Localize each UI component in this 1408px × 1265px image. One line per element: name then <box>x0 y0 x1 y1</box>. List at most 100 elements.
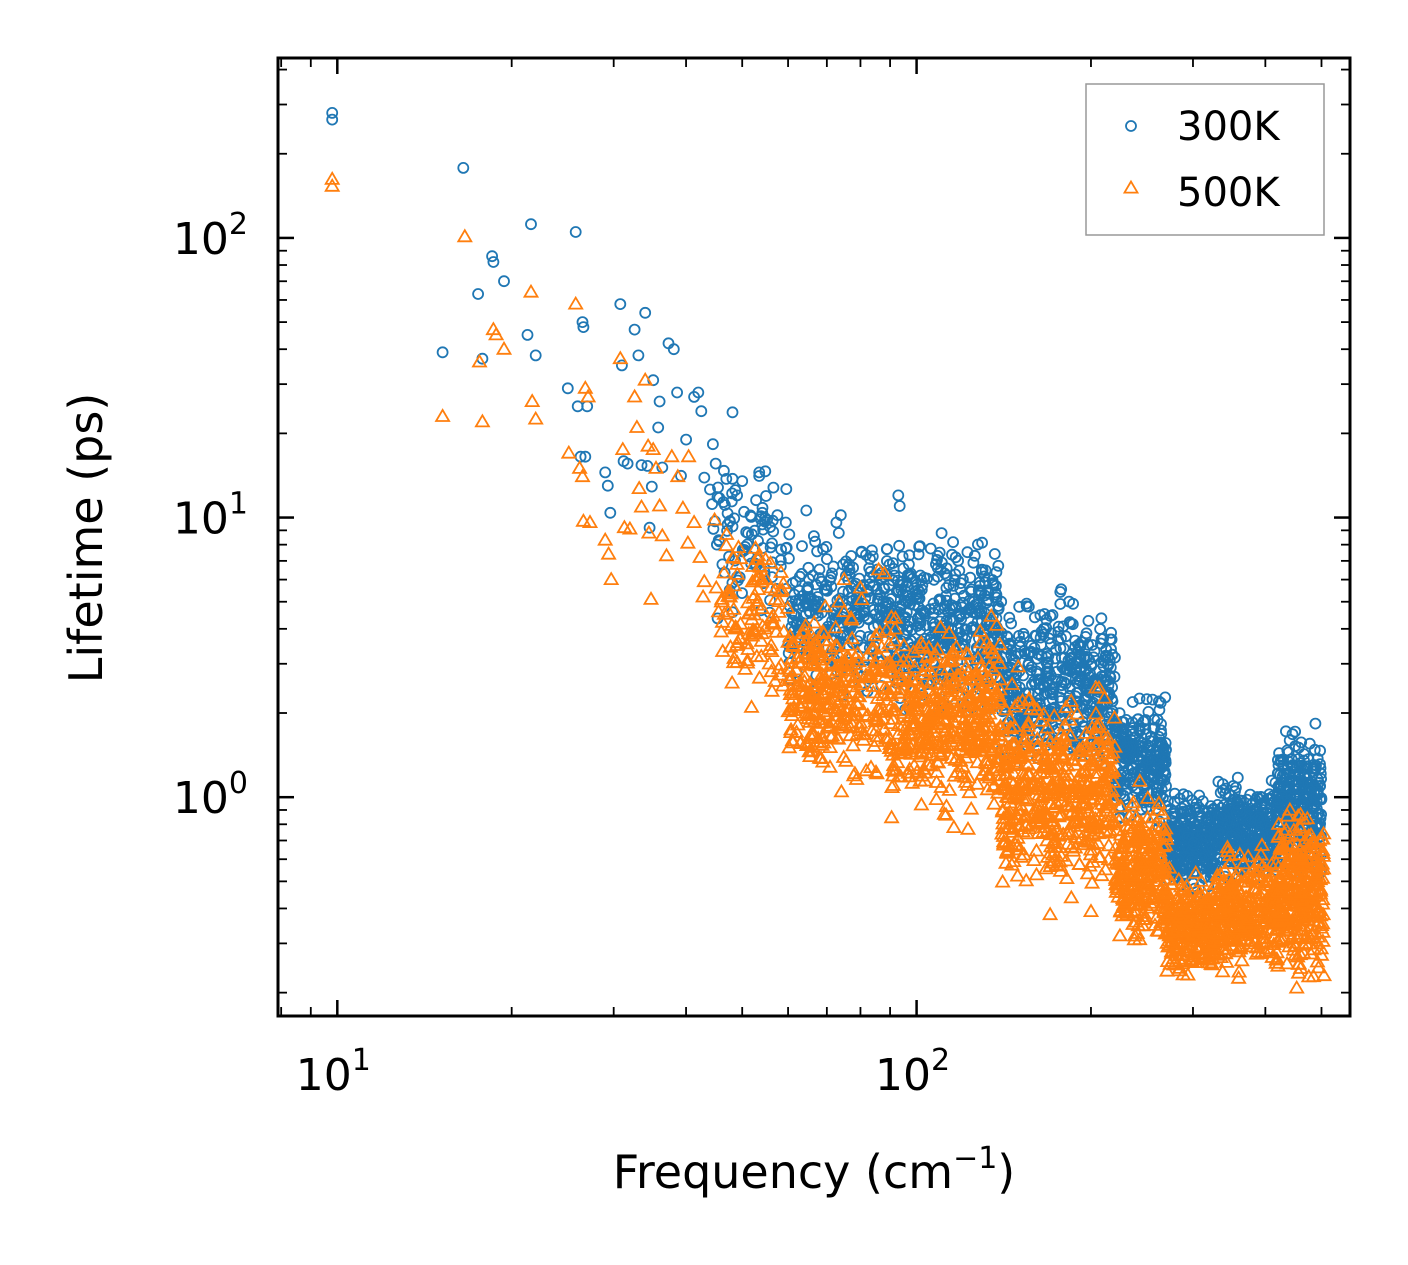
data-point <box>945 713 962 728</box>
data-point <box>1012 806 1029 821</box>
data-point <box>882 736 899 750</box>
data-point <box>1142 753 1154 766</box>
data-point <box>895 681 912 696</box>
data-point <box>761 655 778 670</box>
series-500k <box>324 171 1333 994</box>
data-point <box>1100 837 1117 852</box>
data-point <box>1112 798 1129 813</box>
data-point <box>1235 873 1252 888</box>
data-point <box>808 530 820 542</box>
data-point <box>1215 811 1228 824</box>
data-point <box>635 459 648 472</box>
data-point <box>818 583 831 596</box>
series-300k <box>326 107 1328 902</box>
data-point <box>1304 784 1317 797</box>
data-point <box>1231 963 1248 978</box>
data-point <box>968 670 985 685</box>
data-point <box>1200 812 1213 825</box>
data-point <box>718 464 730 477</box>
data-point <box>985 778 1002 793</box>
data-point <box>628 323 641 336</box>
data-point <box>817 543 829 556</box>
data-point <box>907 684 924 699</box>
data-point <box>868 663 886 678</box>
data-point <box>1200 830 1212 843</box>
data-point <box>1131 713 1144 726</box>
data-point <box>1052 742 1069 757</box>
data-point <box>1120 904 1137 919</box>
data-point <box>1030 777 1047 792</box>
data-point <box>934 564 947 576</box>
data-point <box>1028 842 1045 857</box>
data-point <box>616 359 628 372</box>
data-point <box>985 661 1002 676</box>
data-point <box>1055 749 1072 764</box>
data-point <box>1157 871 1174 886</box>
data-point <box>1029 730 1046 745</box>
data-point <box>822 728 839 743</box>
data-point <box>881 555 893 567</box>
data-point <box>928 774 945 788</box>
data-point <box>1231 803 1244 815</box>
data-point <box>974 607 986 620</box>
data-point <box>1182 936 1200 951</box>
data-point <box>1100 762 1117 777</box>
data-point <box>1133 720 1146 732</box>
data-point <box>1021 690 1038 705</box>
data-point <box>995 634 1008 646</box>
data-point <box>707 438 719 451</box>
data-point <box>813 666 831 680</box>
data-point <box>745 511 758 523</box>
data-point <box>599 466 612 479</box>
data-point <box>1142 706 1155 718</box>
data-point <box>1173 882 1190 896</box>
data-point <box>919 619 932 632</box>
data-point <box>1090 835 1107 849</box>
data-point <box>576 316 589 329</box>
data-point <box>1244 788 1257 801</box>
data-point <box>887 557 899 569</box>
data-point <box>843 630 861 645</box>
data-point <box>1038 806 1056 821</box>
data-point <box>883 743 900 757</box>
data-point <box>1155 762 1167 774</box>
data-point <box>680 433 692 446</box>
data-point <box>813 563 826 576</box>
data-point <box>835 749 852 763</box>
data-point <box>953 685 970 700</box>
data-point <box>1285 941 1302 956</box>
data-point <box>942 680 960 694</box>
data-point <box>928 791 945 805</box>
data-point <box>1133 692 1146 705</box>
data-point <box>869 701 886 715</box>
data-point <box>911 748 928 763</box>
data-point <box>1291 902 1309 917</box>
data-point <box>873 639 890 653</box>
data-point <box>1098 797 1115 811</box>
data-point <box>759 515 771 528</box>
data-point <box>1236 922 1254 936</box>
data-point <box>1119 856 1136 870</box>
data-point <box>1219 932 1236 946</box>
data-point <box>1074 797 1091 811</box>
data-point <box>995 595 1008 608</box>
data-point <box>956 768 973 783</box>
data-point <box>963 800 980 815</box>
data-point <box>1039 730 1056 744</box>
data-point <box>1038 764 1055 778</box>
data-point <box>1245 938 1262 953</box>
data-point <box>1077 762 1094 776</box>
data-point <box>1003 611 1016 624</box>
data-point <box>1006 653 1019 666</box>
data-point <box>1212 824 1225 837</box>
data-point <box>908 700 925 715</box>
data-point <box>933 779 950 793</box>
data-point <box>927 688 944 703</box>
data-point <box>1153 819 1170 833</box>
data-point <box>788 608 800 621</box>
data-point <box>1081 818 1098 832</box>
data-point <box>1086 639 1099 651</box>
data-point <box>731 489 743 502</box>
data-point <box>821 584 833 597</box>
data-point <box>840 637 857 651</box>
